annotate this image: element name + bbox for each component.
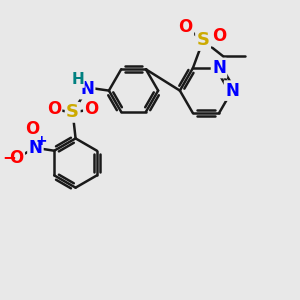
Text: O: O	[212, 27, 226, 45]
Text: O: O	[26, 120, 40, 138]
Text: S: S	[196, 32, 210, 50]
Text: O: O	[47, 100, 61, 118]
Text: S: S	[66, 103, 79, 121]
Text: N: N	[80, 80, 94, 98]
Text: H: H	[71, 72, 84, 87]
Text: O: O	[10, 149, 24, 167]
Text: N: N	[212, 59, 226, 77]
Text: N: N	[28, 139, 42, 157]
Text: O: O	[178, 19, 193, 37]
Text: −: −	[2, 148, 16, 166]
Text: N: N	[225, 82, 239, 100]
Text: +: +	[36, 134, 48, 148]
Text: O: O	[84, 100, 99, 118]
